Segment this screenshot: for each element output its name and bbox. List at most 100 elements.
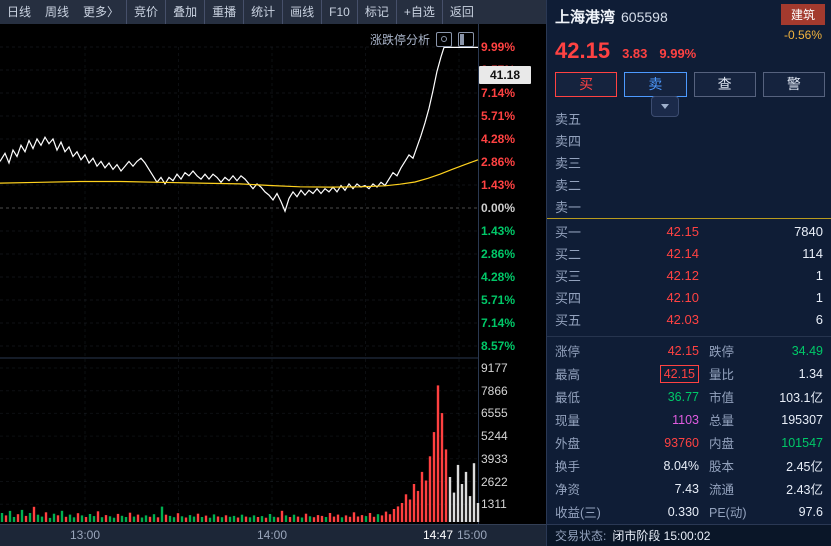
percent-axis-label: 4.28% [481,132,516,146]
orderbook-divider [547,218,831,219]
stats-row: 换手 8.04% 股本 2.45亿 [547,454,831,477]
trade-buttons: 买卖查警 [547,64,831,97]
stat-value: 34.49 [791,343,823,358]
stat-value: 7.43 [674,481,699,496]
percent-axis-label: 1.43% [481,224,516,238]
sector-badge[interactable]: 建筑 [780,4,825,25]
bid-price: 42.15 [666,223,699,239]
stat-label: 现量 [555,414,581,428]
panel-toggle-icon[interactable] [458,32,474,47]
bid-row[interactable]: 买四 42.10 1 [547,286,831,308]
stat-label: 量比 [709,368,735,382]
bid-volume: 1 [815,267,823,283]
stats-row: 现量 1103 总量 195307 [547,408,831,431]
bid-label: 买一 [555,224,582,240]
bid-row[interactable]: 买二 42.14 114 [547,242,831,264]
ask-row[interactable]: 卖三 [547,151,831,173]
bid-volume: 1 [815,289,823,305]
stat-label: 收益(三) [555,506,601,520]
chart-area[interactable]: 涨跌停分析 41.18 9.99% 8.57% 7.14% 5.71% 4.28% 2.8… [0,24,546,524]
toolbar-item[interactable]: 更多〉 [83,5,120,19]
chart-overlay: 涨跌停分析 [370,31,474,48]
percent-axis-label: 2.86% [481,155,516,169]
query-button[interactable]: 查 [693,72,756,97]
stats-row: 最高 42.15 量比 1.34 [547,362,831,385]
ask-row[interactable]: 卖二 [547,173,831,195]
price-change: 3.83 [622,46,648,61]
toolbar-item[interactable]: 周线 [45,5,70,19]
bid-row[interactable]: 买一 42.15 7840 [547,220,831,242]
volume-axis-label: 7866 [481,383,508,398]
bid-label: 买三 [555,268,582,284]
ask-row[interactable]: 卖一 [547,195,831,217]
highlighted-value: 42.15 [659,364,699,383]
time-axis: 13:00 14:00 14:47 15:00 [0,524,546,546]
toolbar: 日线 周线 更多〉 竞价 叠加 重播 统计 画线 F10 标记 +自选 返回 [0,0,546,24]
collapse-orderbook-button[interactable] [651,96,679,117]
bid-volume: 7840 [794,223,823,239]
percent-axis-label: 7.14% [481,316,516,330]
stat-label: 流通 [709,483,735,497]
stat-label: 净资 [555,483,581,497]
toolbar-item[interactable]: 日线 [7,5,32,19]
stat-value: 2.43亿 [786,483,823,497]
stat-value: 101547 [781,435,823,450]
intraday-chart[interactable] [0,24,546,524]
volume-axis-label: 9177 [481,361,508,375]
screenshot-icon[interactable] [436,32,452,47]
stat-value: 0.330 [667,504,699,519]
bid-price: 42.14 [666,245,699,261]
stat-value: 93760 [664,435,699,450]
price-summary: 42.15 3.83 9.99% [547,36,831,64]
toolbar-item[interactable]: +自选 [395,0,442,24]
status-value: 闭市阶段 15:00:02 [612,529,711,543]
ask-label: 卖四 [555,133,582,149]
stats-table: 涨停 42.15 跌停 34.49 最高 42.15 量比 1.34 最低 36.77 市值 103.… [547,336,831,523]
limit-analysis-label[interactable]: 涨跌停分析 [369,33,430,47]
ask-row[interactable]: 卖四 [547,129,831,151]
toolbar-item[interactable]: 标记 [356,0,396,24]
ask-row[interactable]: 卖五 [547,107,831,129]
quote-panel: 上海港湾 605598 建筑 -0.56% 42.15 3.83 9.99% 买卖… [546,0,831,546]
stat-value: 36.77 [667,389,699,404]
buy-button[interactable]: 买 [555,72,618,97]
toolbar-item[interactable]: 统计 [243,0,282,24]
price-change-pct: 9.99% [659,46,697,61]
order-book: 卖五 卖四 卖三 卖二 卖一 买一 42.15 7840 买二 42.14 114 买三 42.12 1 买… [547,107,831,330]
stats-row: 最低 36.77 市值 103.1亿 [547,385,831,408]
toolbar-item[interactable]: F10 [321,0,357,24]
last-price: 42.15 [555,38,611,63]
bid-label: 买二 [555,246,582,262]
percent-axis-label: 9.99% [481,40,516,54]
toolbar-item[interactable]: 返回 [441,0,481,24]
toolbar-item[interactable]: 画线 [282,0,321,24]
stat-value: 42.15 [667,343,699,358]
volume-axis-label: 3933 [481,451,508,466]
sell-button[interactable]: 卖 [624,72,687,97]
stats-row: 净资 7.43 流通 2.43亿 [547,477,831,500]
toolbar-item[interactable]: 竞价 [126,0,165,24]
percent-axis-label: 1.43% [481,178,516,192]
stat-label: 换手 [555,460,581,474]
ask-label: 卖五 [555,111,582,127]
bid-volume: 6 [815,311,823,327]
stat-label: 外盘 [555,437,581,451]
stats-row: 外盘 93760 内盘 101547 [547,431,831,454]
volume-axis-label: 5244 [481,429,508,444]
stat-value: 2.45亿 [786,460,823,474]
percent-axis-label: 2.86% [481,247,516,261]
stock-name: 上海港湾 [555,9,616,26]
volume-axis-label: 2622 [481,474,508,489]
axis-price-tag: 41.18 [479,66,531,84]
toolbar-item[interactable]: 叠加 [165,0,204,24]
percent-axis-label: 0.00% [481,201,516,215]
volume-axis-label: 1311 [481,497,507,512]
bid-label: 买五 [555,312,582,328]
stat-label: PE(动) [709,506,747,520]
alert-button[interactable]: 警 [762,72,825,97]
bid-row[interactable]: 买三 42.12 1 [547,264,831,286]
time-label: 14:00 [256,528,288,542]
bid-row[interactable]: 买五 42.03 6 [547,308,831,330]
bid-price: 42.12 [666,267,699,283]
toolbar-item[interactable]: 重播 [204,0,243,24]
